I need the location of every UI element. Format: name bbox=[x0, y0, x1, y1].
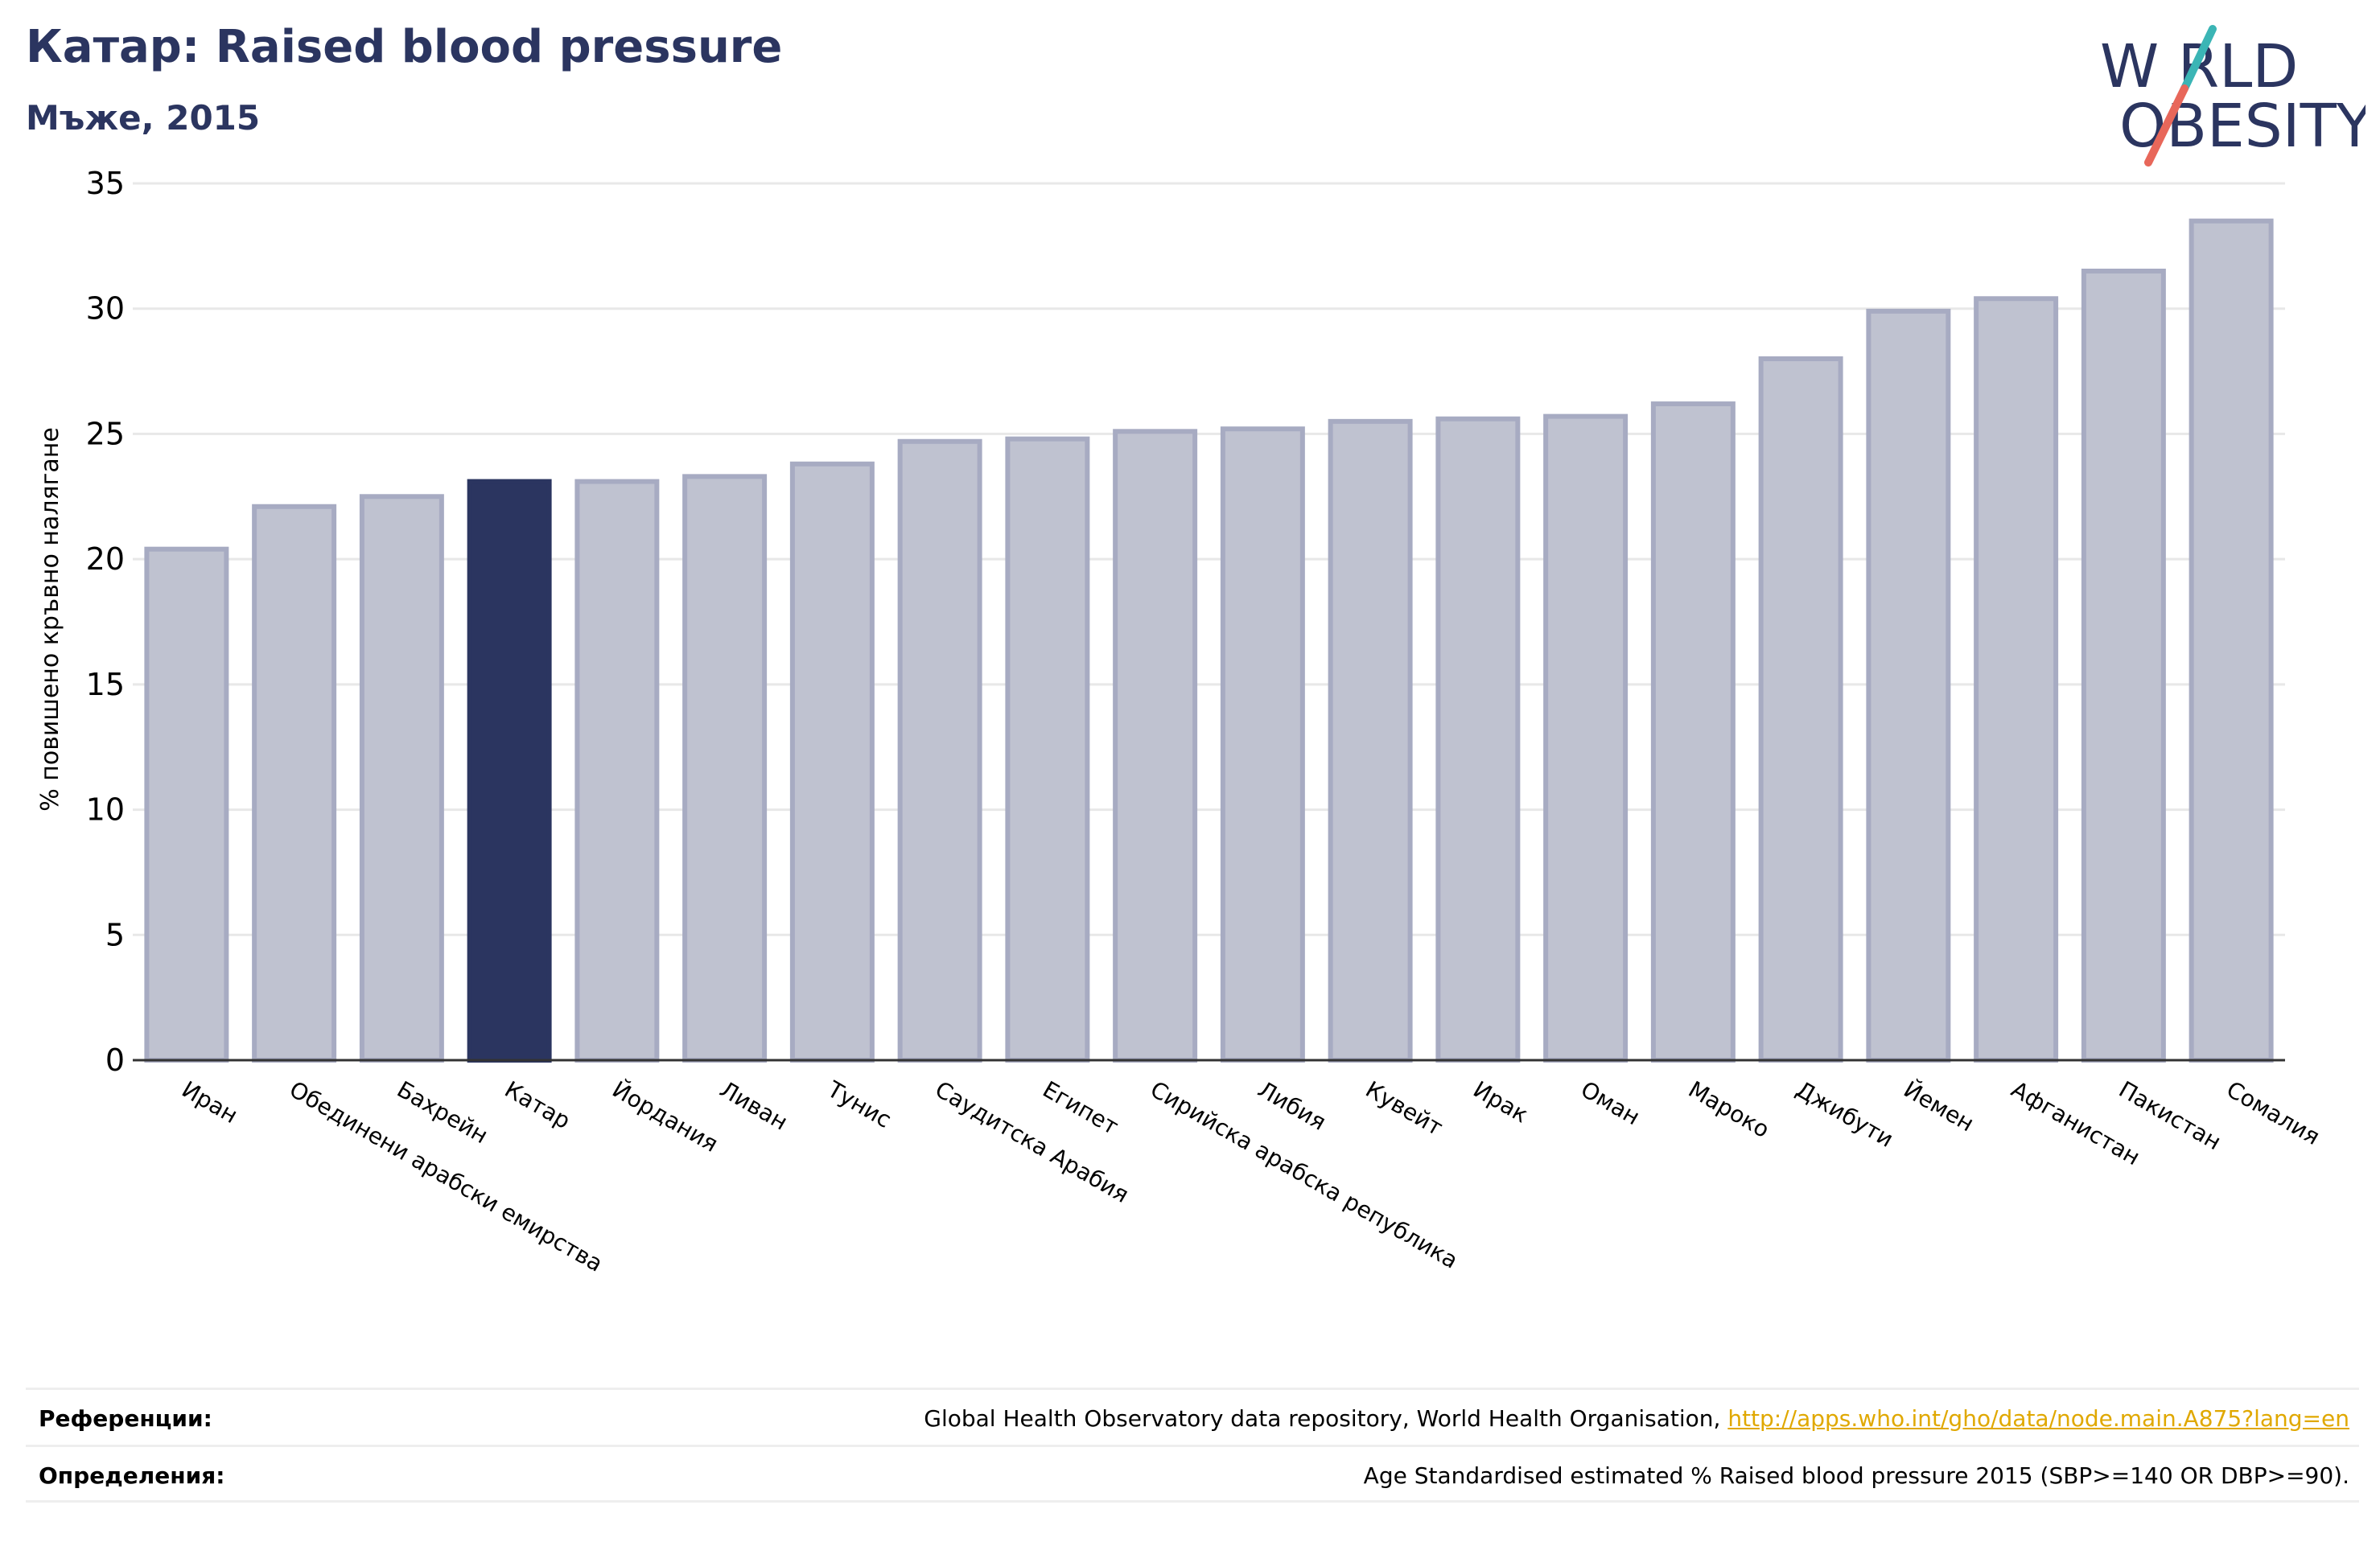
bar-3 bbox=[359, 494, 444, 1063]
bar-15 bbox=[1650, 401, 1736, 1063]
bar-10 bbox=[1113, 429, 1198, 1063]
x-tick-label: Ирак bbox=[1468, 1075, 1533, 1128]
logo-slash-bottom bbox=[2144, 84, 2189, 167]
chart-title: Катар: Raised blood pressure bbox=[26, 21, 783, 73]
x-tick-label: Йордания bbox=[607, 1075, 723, 1158]
bar-20 bbox=[2189, 218, 2274, 1063]
bar-9 bbox=[1005, 436, 1090, 1063]
x-tick-label: Египет bbox=[1038, 1075, 1122, 1140]
bar-6 bbox=[682, 474, 768, 1063]
bar-17 bbox=[1866, 308, 1951, 1063]
y-tick-label: 25 bbox=[86, 416, 125, 451]
x-tick-label: Кувейт bbox=[1361, 1075, 1447, 1141]
bar-12 bbox=[1328, 418, 1413, 1063]
definitions-text: Age Standardised estimated % Raised bloo… bbox=[1363, 1462, 2349, 1489]
footer-divider bbox=[26, 1500, 2359, 1503]
references-text: Global Health Observatory data repositor… bbox=[924, 1404, 1728, 1432]
y-tick-label: 0 bbox=[105, 1042, 125, 1078]
y-tick-label: 20 bbox=[86, 541, 125, 577]
x-tick-label: Мароко bbox=[1684, 1075, 1774, 1143]
chart-subtitle: Мъже, 2015 bbox=[26, 98, 261, 138]
x-tick-label: Джибути bbox=[1792, 1075, 1898, 1152]
x-tick-label: Либия bbox=[1254, 1075, 1331, 1135]
references-link[interactable]: http://apps.who.int/gho/data/node.main.A… bbox=[1727, 1404, 2349, 1432]
references-value: Global Health Observatory data repositor… bbox=[924, 1405, 2359, 1432]
x-tick-label: Катар bbox=[500, 1075, 575, 1134]
bar-19 bbox=[2081, 269, 2166, 1063]
y-tick-label: 30 bbox=[86, 291, 125, 327]
x-tick-label: Бахрейн bbox=[393, 1075, 492, 1149]
bar-7 bbox=[789, 461, 875, 1063]
references-row: Референции: Global Health Observatory da… bbox=[26, 1388, 2359, 1446]
bar-14 bbox=[1543, 413, 1629, 1063]
bar-11 bbox=[1220, 426, 1305, 1063]
grid-lines bbox=[133, 182, 2285, 936]
bar-16 bbox=[1758, 356, 1843, 1063]
bar-13 bbox=[1435, 416, 1521, 1063]
definitions-row: Определения: Age Standardised estimated … bbox=[26, 1445, 2359, 1503]
bar-2 bbox=[252, 504, 337, 1063]
world-obesity-logo: W RLD OBESITY bbox=[2100, 25, 2366, 167]
logo-slash-top bbox=[2180, 25, 2217, 93]
x-tick-label: Оман bbox=[1576, 1075, 1645, 1130]
y-axis-label: % повишено кръвно налягане bbox=[36, 427, 64, 812]
y-tick-label: 10 bbox=[86, 792, 125, 828]
definitions-label: Определения: bbox=[39, 1462, 225, 1489]
x-tick-label: Тунис bbox=[822, 1075, 896, 1133]
x-tick-label: Сомалия bbox=[2222, 1075, 2324, 1150]
references-label: Референции: bbox=[39, 1404, 212, 1432]
bar-4 bbox=[467, 479, 552, 1063]
bar-1 bbox=[144, 546, 229, 1063]
y-tick-label: 35 bbox=[86, 166, 125, 201]
x-tick-label: Ливан bbox=[715, 1075, 792, 1135]
y-tick-label: 15 bbox=[86, 667, 125, 702]
bar-18 bbox=[1974, 296, 2059, 1063]
logo-line2: OBESITY bbox=[2119, 92, 2366, 161]
x-tick-label: Саудитска Арабия bbox=[931, 1075, 1134, 1208]
x-tick-label: Иран bbox=[177, 1075, 242, 1129]
bars bbox=[144, 218, 2274, 1063]
bar-8 bbox=[897, 438, 982, 1063]
y-tick-label: 5 bbox=[105, 917, 125, 952]
bar-5 bbox=[574, 479, 660, 1063]
x-tick-label: Йемен bbox=[1899, 1075, 1979, 1137]
